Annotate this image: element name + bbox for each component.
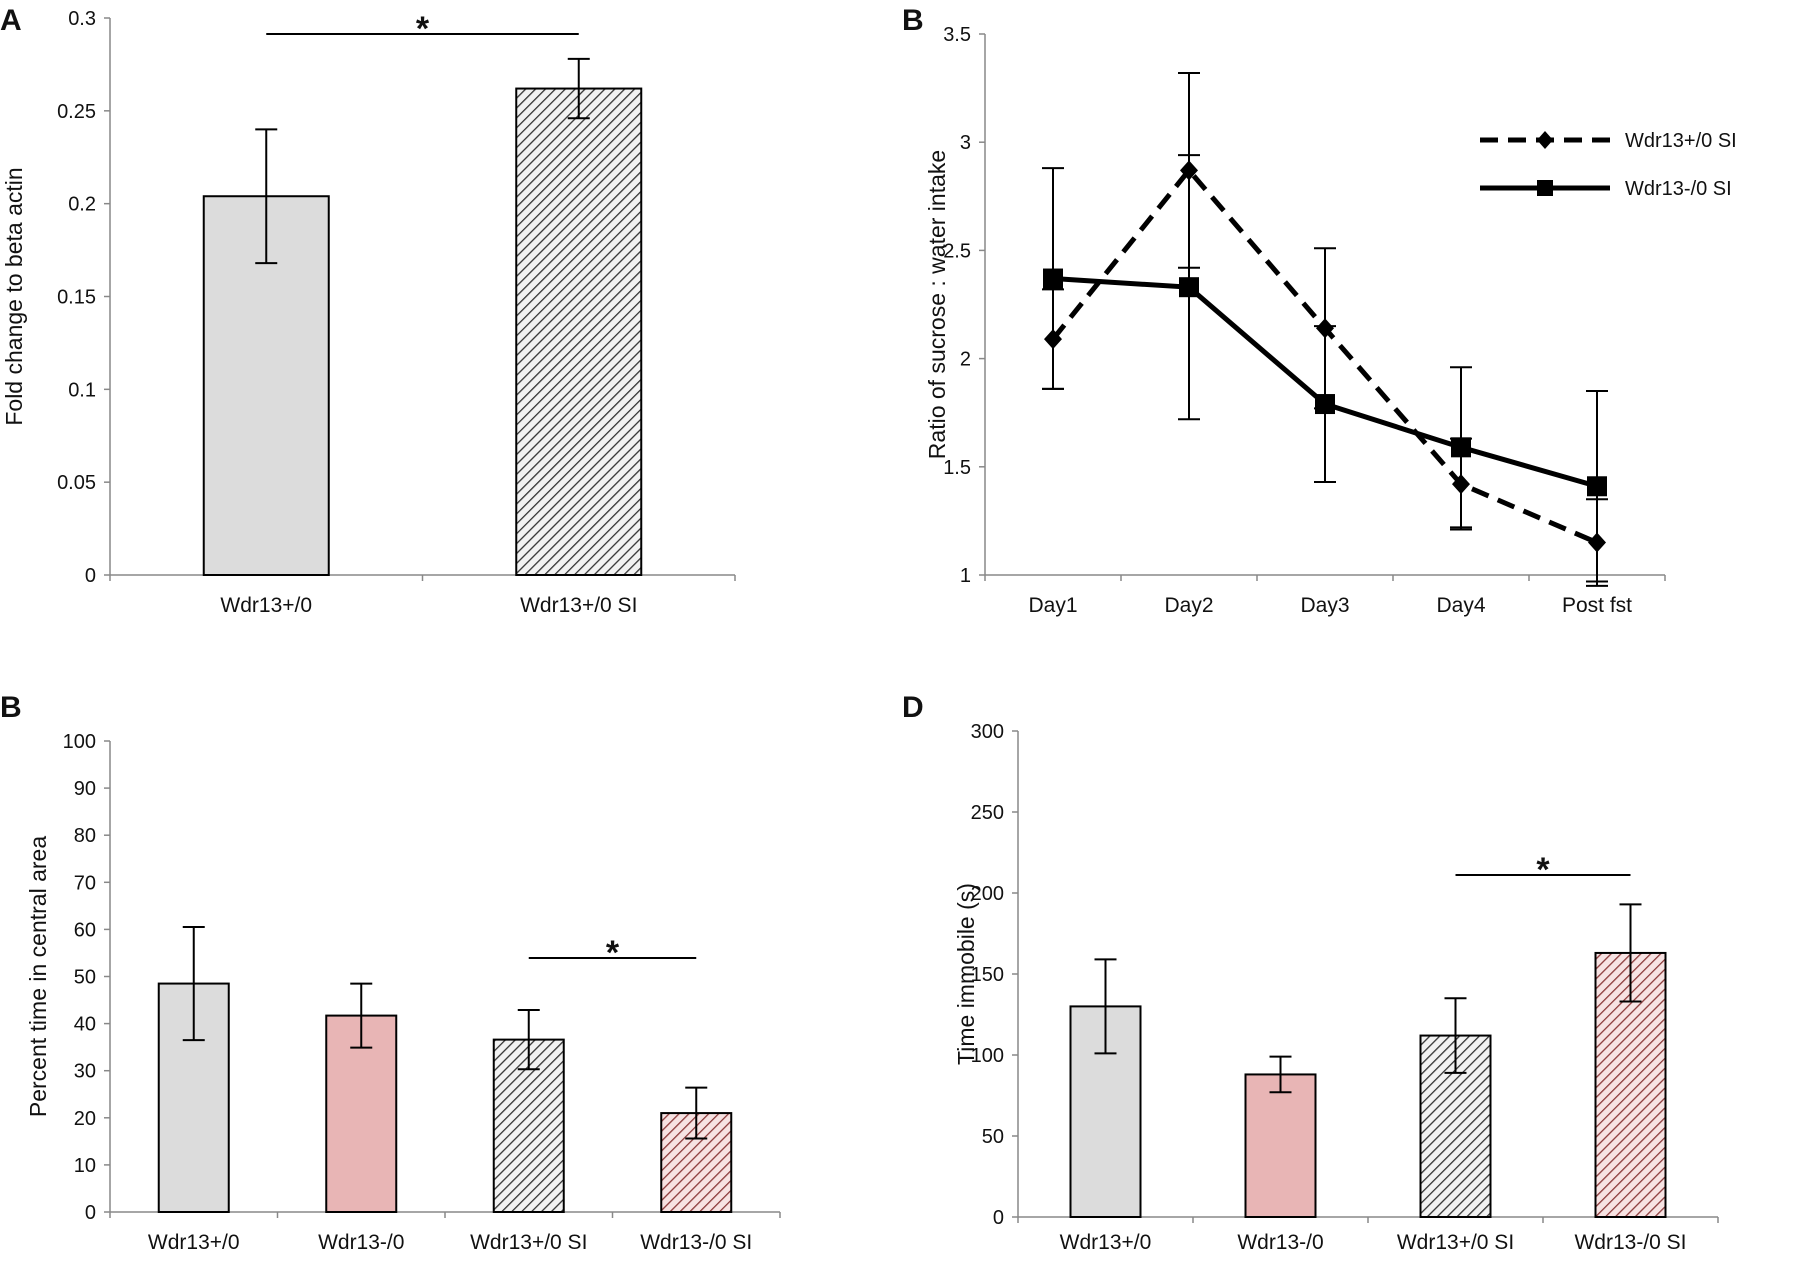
chart-root: A 0 0.05 0.1 0.15 0.2 0.25 0.3 Fold change to be…: [0, 4, 1737, 1254]
panel-letter: B: [0, 691, 22, 724]
panel-letter: D: [902, 691, 924, 724]
y-tick-label: 2: [960, 349, 971, 371]
x-category-label: Wdr13-/0 SI: [1574, 1231, 1686, 1254]
y-tick-label: 1.5: [943, 457, 971, 479]
x-category-label: Day1: [1028, 594, 1077, 617]
y-tick-label: 0.1: [68, 379, 96, 401]
y-tick-label: 30: [74, 1061, 96, 1083]
y-axis-title: Ratio of sucrose : water intake: [924, 150, 950, 459]
y-tick-label: 100: [971, 1045, 1004, 1067]
y-tick-label: 0: [85, 1202, 96, 1224]
significance-star: *: [1536, 851, 1550, 889]
y-tick-label: 0.3: [68, 8, 96, 30]
y-tick-label: 20: [74, 1108, 96, 1130]
y-tick-label: 10: [74, 1155, 96, 1177]
x-category-label: Wdr13-/0: [318, 1231, 404, 1254]
point-wdr13-0-si: [1043, 268, 1063, 289]
y-tick-label: 300: [971, 721, 1004, 743]
point-wdr13-0-si: [1179, 277, 1199, 298]
x-category-label: Post fst: [1562, 594, 1632, 617]
x-category-label: Day3: [1300, 594, 1349, 617]
y-tick-label: 0: [85, 565, 96, 587]
significance-star: *: [416, 10, 430, 48]
x-category-label: Wdr13+/0: [1060, 1231, 1152, 1254]
y-tick-label: 250: [971, 802, 1004, 824]
significance-star: *: [606, 934, 620, 972]
y-tick-label: 50: [982, 1126, 1004, 1148]
x-category-label: Day4: [1436, 594, 1485, 617]
panel-a: A 0 0.05 0.1 0.15 0.2 0.25 0.3 Fold change to be…: [0, 4, 736, 617]
y-tick-label: 2.5: [943, 240, 971, 262]
point-wdr13-0-si: [1587, 476, 1607, 497]
bar-wdr13-0: [1244, 1073, 1317, 1218]
y-axis-title: Percent time in central area: [25, 836, 51, 1117]
y-tick-label: 150: [971, 964, 1004, 986]
y-tick-label: 50: [74, 967, 96, 989]
y-tick-label: 200: [971, 883, 1004, 905]
y-tick-label: 1: [960, 565, 971, 587]
y-tick-label: 0: [993, 1207, 1004, 1229]
y-tick-label: 3: [960, 132, 971, 154]
y-axis-title: Fold change to beta actin: [1, 167, 27, 425]
y-axis-title: Time immobile (s): [953, 883, 979, 1065]
panel-b-bar: B 0 10 20 30 40 50 60 70 80 90 100 Percent time in c…: [0, 691, 781, 1254]
x-category-label: Wdr13-/0: [1237, 1231, 1323, 1254]
legend-marker-wdr13-0-si: [1537, 131, 1553, 149]
x-category-label: Wdr13+/0: [148, 1231, 240, 1254]
y-tick-label: 0.25: [57, 101, 96, 123]
y-tick-label: 40: [74, 1014, 96, 1036]
panel-letter: A: [0, 4, 22, 37]
bar-wdr13-0-si: [1419, 1034, 1492, 1219]
y-tick-label: 0.15: [57, 287, 96, 309]
panel-letter: B: [902, 4, 924, 37]
y-tick-label: 100: [63, 731, 96, 753]
panel-d: D 0 50 100 150 200 250 300 Time immobile (s) Wdr1…: [902, 691, 1719, 1254]
x-category-label: Wdr13+/0: [220, 594, 312, 617]
y-tick-label: 3.5: [943, 24, 971, 46]
y-tick-label: 90: [74, 778, 96, 800]
y-tick-label: 0.05: [57, 472, 96, 494]
legend-marker-wdr13-0-si: [1537, 180, 1553, 196]
y-tick-label: 60: [74, 919, 96, 941]
x-category-label: Day2: [1164, 594, 1213, 617]
point-wdr13-0-si: [1315, 394, 1335, 415]
legend-label: Wdr13+/0 SI: [1625, 130, 1737, 152]
x-category-label: Wdr13+/0 SI: [470, 1231, 587, 1254]
y-tick-label: 80: [74, 825, 96, 847]
x-category-label: Wdr13+/0 SI: [520, 594, 637, 617]
legend-label: Wdr13-/0 SI: [1625, 178, 1732, 200]
x-category-label: Wdr13-/0 SI: [640, 1231, 752, 1254]
y-tick-label: 70: [74, 872, 96, 894]
panel-b-line: B 1 1.5 2 2.5 3 3.5 Ratio of sucrose : water in…: [902, 4, 1737, 617]
bar-wdr13-0-si: [515, 87, 643, 576]
x-category-label: Wdr13+/0 SI: [1397, 1231, 1514, 1254]
y-tick-label: 0.2: [68, 194, 96, 216]
point-wdr13-0-si: [1451, 437, 1471, 458]
